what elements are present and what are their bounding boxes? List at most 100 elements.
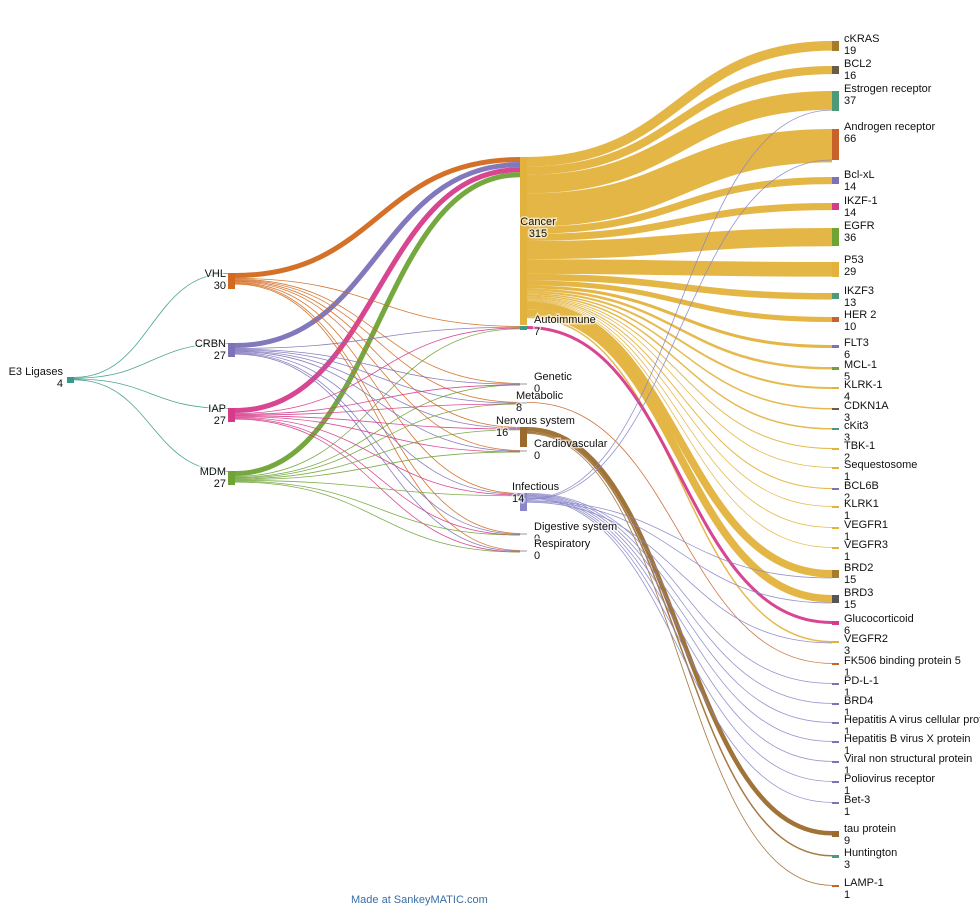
node-name: VEGFR1 [844,519,888,531]
node-digestive-bar[interactable] [520,533,527,535]
node-metabolic-bar[interactable] [520,402,527,404]
link-crbn-to-genetic [234,348,521,385]
link-vhl-to-cardio [234,281,521,451]
node-ikzf3-bar[interactable] [832,293,839,299]
node-klrk1b-bar[interactable] [832,506,839,508]
node-crbn-bar[interactable] [228,343,235,357]
node-p53-bar[interactable] [832,262,839,277]
node-infectious-bar[interactable] [520,493,527,511]
link-vhl-to-genetic [234,278,521,384]
node-klrk1a-bar[interactable] [832,387,839,389]
node-name: IAP [208,403,226,415]
link-iap-to-metabolic [234,403,521,416]
node-e3-bar[interactable] [67,377,74,383]
node-label-e3-ligases: E3 Ligases 4 [9,366,64,390]
node-label-iap: IAP 27 [208,403,226,427]
node-hav-bar[interactable] [832,722,839,724]
node-respiratory-bar[interactable] [520,550,527,552]
link-cancer-to-klrk1b [526,298,833,507]
node-huntington-bar[interactable] [832,855,839,858]
node-lamp1-bar[interactable] [832,885,839,887]
node-name: Cancer [520,216,556,228]
node-name: VEGFR3 [844,539,888,551]
node-value: 3 [844,412,850,424]
sankeymatic-credit-link[interactable]: Made at SankeyMATIC.com [351,894,488,906]
node-brd4-bar[interactable] [832,703,839,705]
link-crbn-to-autoimmune [234,326,521,349]
link-autoimmune-to-gluco [526,326,833,625]
node-ckit3-bar[interactable] [832,428,839,430]
link-cancer-to-klrk1a [526,291,833,390]
node-label-infectious: Infectious 14 [512,481,560,505]
node-estrogen-bar[interactable] [832,91,839,111]
node-androgen-bar[interactable] [832,129,839,160]
node-bcl6b-bar[interactable] [832,488,839,490]
link-vhl-to-respiratory [234,283,521,551]
node-vhl-bar[interactable] [228,273,235,289]
node-name: FK506 binding protein 5 [844,655,961,667]
node-viral-bar[interactable] [832,761,839,763]
node-name: BRD3 [844,587,873,599]
node-seq-bar[interactable] [832,467,839,469]
node-name: Androgen receptor [844,121,935,133]
node-bet3-bar[interactable] [832,802,839,804]
link-cancer-to-ckit3 [526,294,833,430]
link-mdm-to-genetic [234,384,521,478]
link-cancer-to-estrogen [526,91,833,194]
node-nervous-bar[interactable] [520,427,527,447]
node-iap-bar[interactable] [228,408,235,422]
node-cdkn1a-bar[interactable] [832,408,839,410]
node-ikzf1-bar[interactable] [832,203,839,210]
node-value: 66 [844,133,856,145]
link-nervous-to-huntington [526,431,833,857]
node-name: HER 2 [844,309,876,321]
node-label-metabolic: Metabolic 8 [516,390,564,414]
node-name: MCL-1 [844,359,877,371]
node-value: 2 [844,492,850,504]
link-cancer-to-bclxl [526,177,833,234]
node-label-huntington: Huntington 3 [844,847,897,871]
node-genetic-bar[interactable] [520,383,527,385]
node-gluco-bar[interactable] [832,621,839,625]
node-tbk1-bar[interactable] [832,448,839,450]
node-value: 2 [844,452,850,464]
node-bcl2-bar[interactable] [832,66,839,74]
node-vegfr2-bar[interactable] [832,641,839,643]
node-vegfr3-bar[interactable] [832,547,839,549]
link-iap-to-respiratory [234,418,521,553]
link-infectious-to-pdl1 [526,493,833,684]
node-name: Huntington [844,847,897,859]
node-polio-bar[interactable] [832,781,839,783]
node-name: CRBN [195,338,226,350]
node-name: IKZF-1 [844,195,878,207]
node-pdl1-bar[interactable] [832,683,839,685]
node-mcl1-bar[interactable] [832,367,839,370]
link-vhl-to-nervous [234,280,521,428]
node-cancer-bar[interactable] [520,157,527,325]
node-hbv-bar[interactable] [832,741,839,743]
node-value: 15 [844,599,856,611]
node-her2-bar[interactable] [832,317,839,322]
node-mdm-bar[interactable] [228,471,235,485]
link-cancer-to-bcl2 [526,66,833,175]
node-vegfr1-bar[interactable] [832,527,839,529]
node-brd3-bar[interactable] [832,595,839,603]
node-cardio-bar[interactable] [520,450,527,452]
node-name: VEGFR2 [844,633,888,645]
node-tau-bar[interactable] [832,831,839,837]
node-label-bcl6b: BCL6B 2 [844,480,879,504]
node-bclxl-bar[interactable] [832,177,839,184]
node-brd2-bar[interactable] [832,570,839,578]
node-value: 0 [534,383,540,395]
link-cancer-to-vegfr2 [526,316,833,643]
link-iap-to-autoimmune [234,327,521,414]
node-fk506-bar[interactable] [832,663,839,665]
node-egfr-bar[interactable] [832,228,839,246]
node-autoimmune-bar[interactable] [520,326,527,330]
node-name: BRD4 [844,695,873,707]
node-name: KLRK1 [844,498,879,510]
link-cancer-to-ikzf1 [526,203,833,241]
node-flt3-bar[interactable] [832,345,839,348]
node-ckras-bar[interactable] [832,41,839,51]
node-label-autoimmune: Autoimmune 7 [534,314,596,338]
